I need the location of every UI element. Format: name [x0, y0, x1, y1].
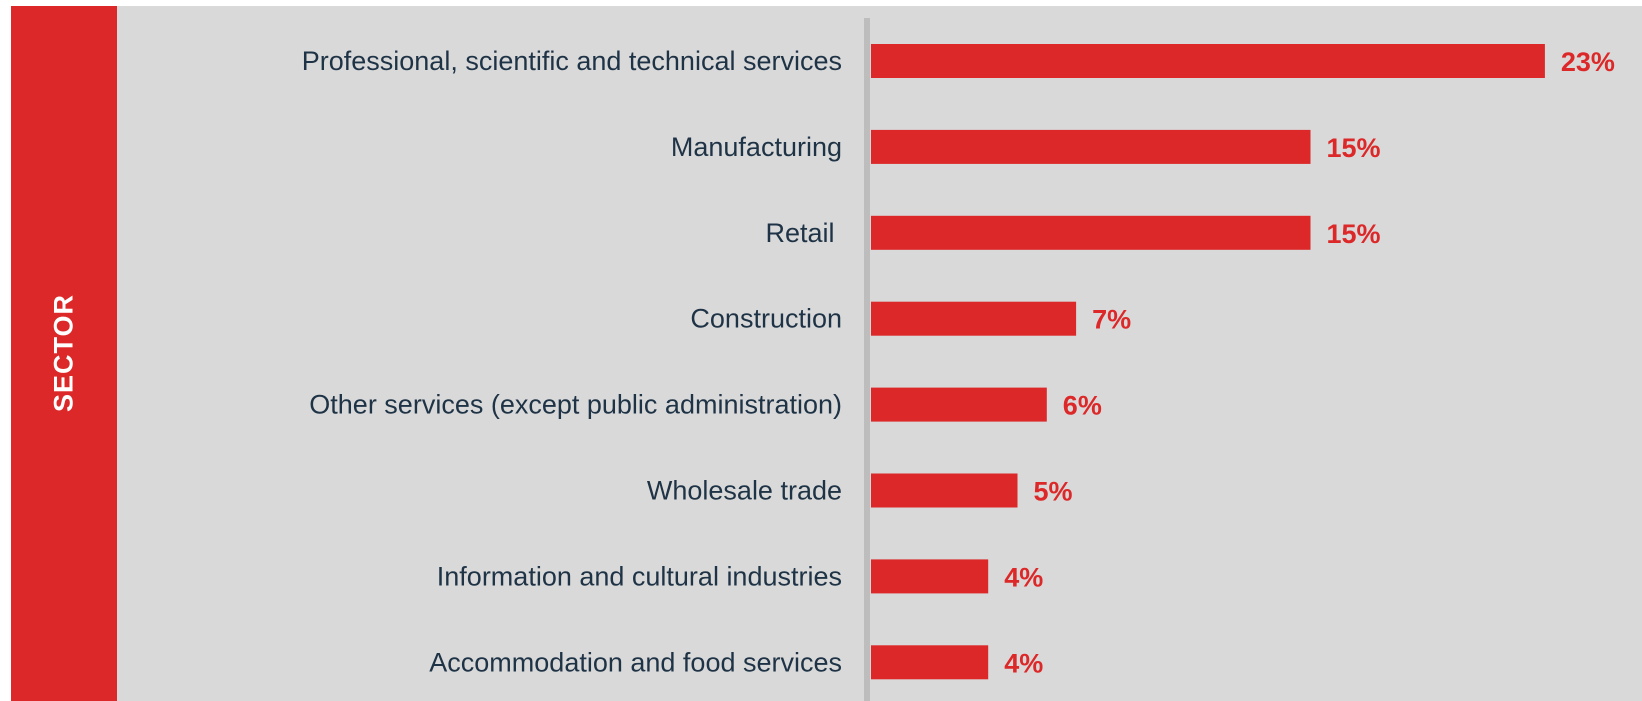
- data-label: 15%: [1327, 133, 1381, 163]
- chart-background: [11, 6, 1642, 701]
- category-label: Accommodation and food services: [429, 647, 842, 677]
- data-label: 23%: [1561, 47, 1615, 77]
- bars-group: Professional, scientific and technical s…: [302, 44, 1615, 680]
- category-label: Construction: [690, 304, 842, 334]
- category-label: Retail: [765, 218, 842, 248]
- data-label: 4%: [1004, 562, 1043, 592]
- data-label: 15%: [1327, 219, 1381, 249]
- bar: [871, 44, 1545, 78]
- category-label: Other services (except public administra…: [309, 390, 842, 420]
- bar: [871, 301, 1077, 336]
- data-label: 5%: [1034, 477, 1073, 507]
- bar: [871, 387, 1047, 422]
- bar: [871, 473, 1018, 508]
- category-label: Manufacturing: [671, 132, 842, 162]
- category-label: Information and cultural industries: [437, 561, 842, 591]
- sector-band: [11, 6, 117, 701]
- data-label: 7%: [1092, 305, 1131, 335]
- bar: [871, 559, 989, 594]
- bar: [871, 129, 1311, 164]
- category-label: Wholesale trade: [647, 476, 842, 506]
- bar: [871, 645, 989, 680]
- data-label: 6%: [1063, 391, 1102, 421]
- category-label: Professional, scientific and technical s…: [302, 46, 842, 76]
- data-label: 4%: [1004, 648, 1043, 678]
- bar: [871, 215, 1311, 250]
